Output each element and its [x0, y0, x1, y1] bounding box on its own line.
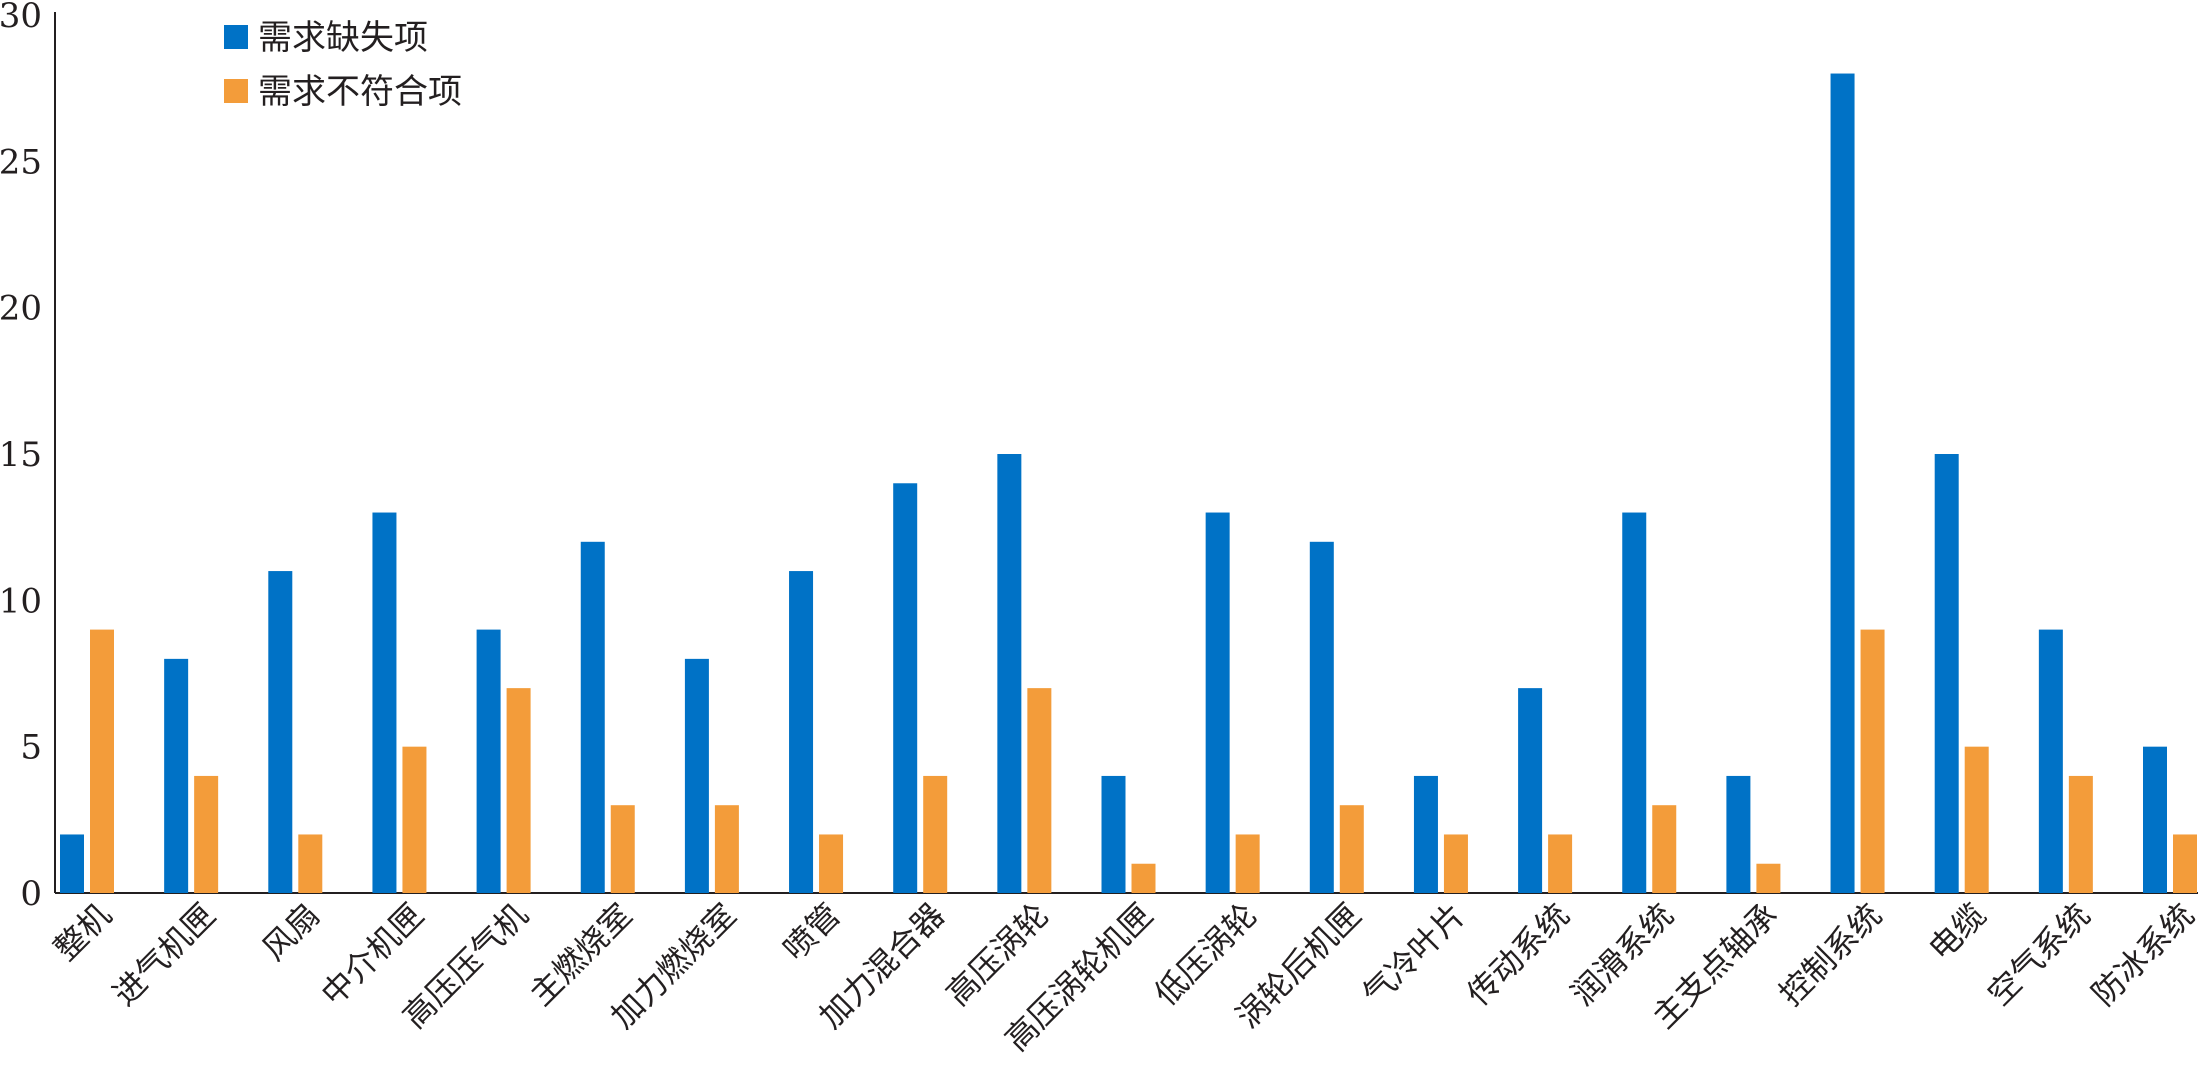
bar-missing: [1413, 775, 1438, 893]
bar-missing: [789, 571, 814, 893]
bar-nonconforming: [298, 834, 323, 893]
x-category-label: 防冰系统: [2084, 896, 2201, 1013]
bar-missing: [1518, 688, 1543, 893]
bar-missing: [997, 454, 1022, 893]
bar-missing: [1934, 454, 1959, 893]
bar-missing: [684, 658, 709, 893]
legend-label-missing: 需求缺失项: [258, 18, 428, 58]
bar-missing: [164, 658, 189, 893]
bar-nonconforming: [2173, 834, 2197, 893]
bar-missing: [2038, 629, 2063, 893]
y-tick-label: 25: [0, 142, 42, 182]
bar-missing: [60, 834, 84, 893]
bar-missing: [1309, 541, 1334, 893]
bar-nonconforming: [506, 688, 531, 893]
bar-nonconforming: [1443, 834, 1468, 893]
bar-nonconforming: [1235, 834, 1260, 893]
bar-missing: [268, 571, 293, 893]
bar-nonconforming: [194, 775, 219, 893]
bar-missing: [580, 541, 605, 893]
y-tick-label: 5: [20, 728, 42, 768]
bar-nonconforming: [90, 629, 114, 893]
bar-nonconforming: [1339, 805, 1364, 893]
bar-nonconforming: [1027, 688, 1052, 893]
bar-missing: [1830, 73, 1855, 894]
bar-nonconforming: [610, 805, 635, 893]
x-category-label: 气冷叶片: [1355, 896, 1472, 1013]
bar-nonconforming: [1652, 805, 1677, 893]
bar-missing: [372, 512, 397, 893]
x-category-label: 喷管: [776, 896, 848, 968]
y-tick-label: 15: [0, 435, 42, 475]
y-tick-label: 0: [20, 874, 42, 914]
bar-nonconforming: [1756, 863, 1781, 893]
bar-nonconforming: [1860, 629, 1885, 893]
bar-nonconforming: [1131, 863, 1156, 893]
bar-missing: [1205, 512, 1230, 893]
x-category-label: 风扇: [255, 896, 327, 968]
bar-missing: [476, 629, 501, 893]
y-tick-label: 30: [0, 0, 42, 36]
bar-nonconforming: [923, 775, 948, 893]
legend-swatch-nonconforming: [224, 79, 248, 103]
y-tick-label: 20: [0, 289, 42, 329]
bar-missing: [1101, 775, 1126, 893]
y-tick-label: 10: [0, 581, 42, 621]
x-category-label: 整机: [47, 896, 119, 968]
bar-missing: [1726, 775, 1751, 893]
bar-missing: [1622, 512, 1647, 893]
x-category-label: 电缆: [1921, 896, 1993, 968]
x-category-label: 进气机匣: [105, 896, 222, 1013]
x-category-label: 传动系统: [1459, 896, 1576, 1013]
legend-swatch-missing: [224, 25, 248, 49]
legend-label-nonconforming: 需求不符合项: [258, 72, 462, 112]
bar-nonconforming: [2068, 775, 2093, 893]
bar-nonconforming: [714, 805, 739, 893]
x-category-label: 控制系统: [1772, 896, 1889, 1013]
bar-nonconforming: [819, 834, 844, 893]
bar-missing: [893, 483, 918, 893]
bar-nonconforming: [1964, 746, 1989, 893]
bar-nonconforming: [402, 746, 427, 893]
x-category-label: 空气系统: [1980, 896, 2097, 1013]
bar-missing: [2143, 746, 2167, 893]
bar-nonconforming: [1548, 834, 1573, 893]
